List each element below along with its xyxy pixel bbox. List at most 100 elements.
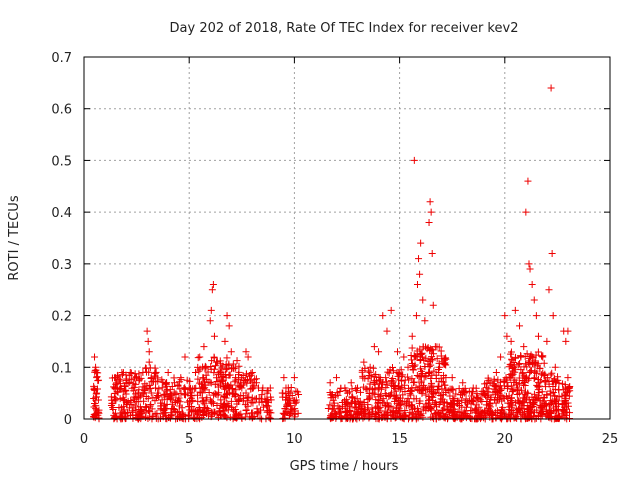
data-point xyxy=(207,306,215,314)
y-axis-label: ROTI / TECUs xyxy=(7,195,22,280)
data-point xyxy=(111,397,119,405)
data-point xyxy=(151,369,159,377)
data-point xyxy=(492,368,500,376)
data-point xyxy=(235,368,243,376)
y-tick-label: 0.1 xyxy=(51,361,72,376)
data-point xyxy=(525,357,533,365)
data-point xyxy=(489,410,497,418)
data-point xyxy=(420,384,428,392)
data-point xyxy=(185,412,193,420)
data-point xyxy=(531,368,539,376)
data-point xyxy=(204,368,212,376)
data-point xyxy=(430,367,438,375)
data-point xyxy=(205,411,213,419)
data-point xyxy=(523,350,531,358)
data-point xyxy=(208,286,216,294)
x-axis-label: GPS time / hours xyxy=(290,459,399,474)
data-point xyxy=(243,379,251,387)
data-point xyxy=(564,385,572,393)
data-point xyxy=(266,384,274,392)
data-point xyxy=(330,405,338,413)
data-point xyxy=(548,369,556,377)
data-point xyxy=(155,385,163,393)
data-point xyxy=(414,408,422,416)
data-point xyxy=(228,365,236,373)
data-point xyxy=(389,378,397,386)
data-point xyxy=(342,409,350,417)
data-point xyxy=(134,414,142,422)
data-point xyxy=(534,382,542,390)
data-point xyxy=(508,370,516,378)
data-point xyxy=(265,413,273,421)
data-point xyxy=(92,405,100,413)
data-point xyxy=(228,385,236,393)
data-point xyxy=(421,385,429,393)
data-point xyxy=(561,381,569,389)
data-point xyxy=(130,383,138,391)
y-tick-label: 0.3 xyxy=(51,258,72,273)
data-point xyxy=(186,385,194,393)
data-point xyxy=(360,358,368,366)
data-point xyxy=(424,360,432,368)
data-point xyxy=(407,352,415,360)
data-point xyxy=(429,301,437,309)
data-point xyxy=(437,409,445,417)
data-point xyxy=(93,389,101,397)
data-point xyxy=(379,312,387,320)
data-point xyxy=(448,408,456,416)
data-point xyxy=(229,360,237,368)
data-point xyxy=(145,407,153,415)
data-point xyxy=(154,374,162,382)
x-tick-label: 10 xyxy=(286,432,303,447)
data-point xyxy=(112,409,120,417)
data-point xyxy=(416,350,424,358)
data-point xyxy=(505,363,513,371)
data-point xyxy=(416,372,424,380)
data-point xyxy=(422,391,430,399)
data-point xyxy=(225,322,233,330)
data-point xyxy=(379,395,387,403)
data-point xyxy=(410,156,418,164)
data-point xyxy=(508,401,516,409)
data-point xyxy=(507,348,515,356)
data-point xyxy=(377,385,385,393)
data-point xyxy=(199,383,207,391)
data-point xyxy=(517,352,525,360)
data-point xyxy=(347,400,355,407)
data-point xyxy=(90,386,98,394)
plot-frame xyxy=(83,56,611,420)
data-point xyxy=(395,384,403,392)
data-point xyxy=(514,406,522,414)
data-point xyxy=(461,384,469,392)
data-point xyxy=(116,380,124,388)
data-point xyxy=(417,379,425,387)
data-point xyxy=(261,395,269,403)
data-point xyxy=(492,399,500,407)
data-point xyxy=(332,374,340,382)
data-point xyxy=(346,388,354,396)
data-point xyxy=(185,403,193,411)
data-point xyxy=(353,411,361,419)
data-point xyxy=(91,414,99,422)
data-point xyxy=(122,379,130,387)
data-point xyxy=(209,281,217,289)
data-point xyxy=(530,399,538,407)
data-point xyxy=(511,368,519,376)
data-point xyxy=(460,387,468,395)
data-point xyxy=(112,379,120,387)
y-tick-label: 0.7 xyxy=(51,51,72,66)
data-point xyxy=(109,404,117,412)
data-point xyxy=(393,348,401,356)
data-point xyxy=(486,403,494,411)
data-point xyxy=(433,355,441,363)
data-point xyxy=(539,353,547,361)
data-point xyxy=(366,380,374,388)
data-point xyxy=(383,327,391,335)
data-point xyxy=(360,407,368,415)
data-point xyxy=(461,398,469,406)
data-point xyxy=(196,365,204,373)
data-point xyxy=(538,411,546,419)
data-point xyxy=(371,404,379,412)
data-point xyxy=(429,393,437,401)
data-point xyxy=(543,337,551,345)
